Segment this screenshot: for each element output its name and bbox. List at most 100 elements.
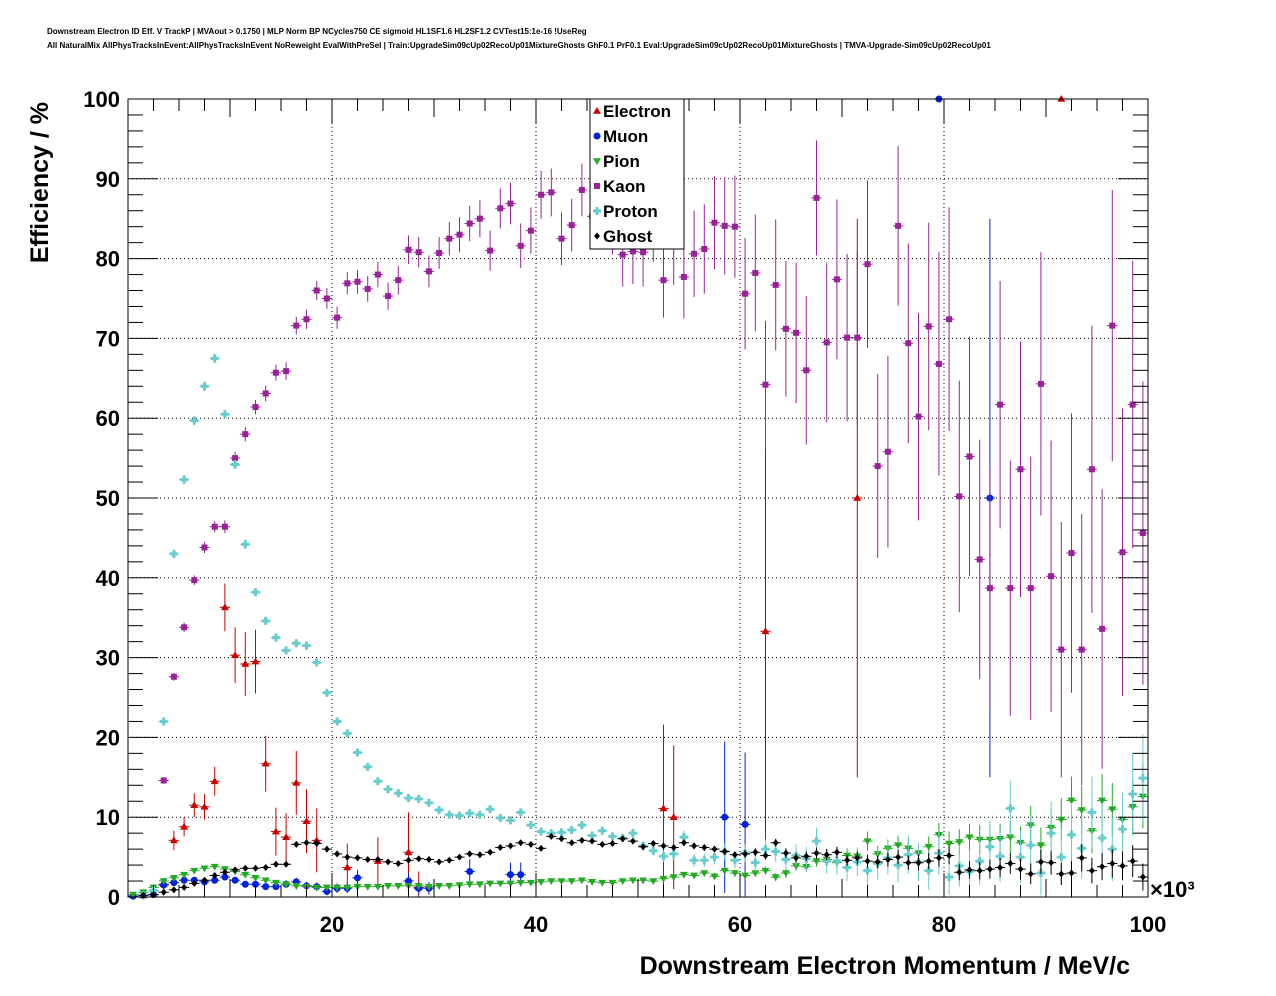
data-point — [230, 459, 241, 470]
data-point — [1035, 849, 1046, 874]
data-point-marker — [261, 616, 270, 625]
data-point-marker — [742, 850, 749, 858]
data-point-marker — [619, 251, 626, 258]
data-point-marker — [343, 863, 352, 871]
data-point-marker — [526, 879, 535, 887]
data-point-marker — [271, 827, 280, 835]
data-point — [1076, 844, 1087, 872]
data-point — [413, 883, 424, 890]
data-point — [515, 839, 526, 847]
data-point-marker — [414, 883, 423, 890]
data-point-marker — [894, 842, 903, 850]
data-point-marker — [272, 369, 279, 376]
data-point — [434, 858, 445, 866]
data-point-marker — [1048, 859, 1055, 867]
data-point-marker — [1007, 859, 1014, 867]
data-point — [230, 627, 241, 684]
data-point — [454, 217, 465, 253]
data-point-marker — [894, 861, 903, 870]
data-point-marker — [659, 875, 668, 883]
data-point — [882, 852, 893, 867]
data-point-marker — [384, 883, 393, 890]
legend-label: Proton — [603, 202, 658, 221]
data-point-marker — [619, 835, 626, 843]
data-point — [556, 828, 567, 837]
y-tick-label: 0 — [108, 885, 120, 910]
data-point — [760, 320, 771, 449]
data-point-marker — [424, 883, 433, 891]
data-point — [627, 877, 638, 885]
legend-entry-ghost: Ghost — [594, 227, 652, 246]
data-point — [250, 399, 261, 415]
legend-entry-electron: Electron — [593, 102, 671, 121]
data-point-marker — [1119, 549, 1126, 556]
data-point-marker — [538, 191, 545, 198]
data-point-marker — [445, 810, 454, 819]
data-point-marker — [363, 883, 372, 891]
data-point — [332, 850, 343, 858]
data-point-marker — [1037, 858, 1044, 866]
data-point — [536, 879, 547, 886]
data-point-marker — [169, 836, 178, 844]
data-point-marker — [751, 858, 760, 867]
data-point-marker — [1017, 865, 1024, 873]
data-point — [566, 878, 577, 886]
data-point — [933, 252, 944, 476]
data-point — [536, 827, 547, 836]
data-point-marker — [220, 410, 229, 419]
data-point-marker — [160, 777, 167, 784]
data-point — [291, 639, 302, 648]
data-point — [260, 735, 271, 792]
data-point-marker — [242, 864, 249, 872]
data-point-marker — [548, 189, 555, 196]
data-point — [230, 866, 241, 874]
data-point — [413, 794, 424, 803]
data-point-marker — [721, 848, 728, 856]
data-point — [525, 207, 536, 254]
data-point-marker — [1006, 804, 1015, 813]
data-point — [219, 409, 230, 419]
data-point-marker — [700, 856, 709, 865]
plot-header-line-1: Downstream Electron ID Eff. V TrackP | M… — [47, 27, 587, 36]
data-point — [240, 426, 251, 442]
data-point-marker — [863, 866, 872, 875]
data-point-marker — [618, 878, 627, 886]
data-point-marker — [1057, 95, 1066, 102]
data-point-marker — [200, 382, 209, 391]
data-point — [352, 854, 363, 862]
data-point — [434, 883, 445, 890]
data-point — [240, 632, 251, 696]
data-point — [372, 261, 383, 288]
data-point-marker — [282, 646, 291, 655]
data-point-marker — [853, 494, 862, 501]
data-point — [209, 876, 220, 884]
data-point-marker — [679, 833, 688, 842]
data-point — [740, 237, 751, 350]
data-point-marker — [373, 883, 382, 891]
data-point — [403, 794, 414, 803]
data-point — [495, 880, 506, 888]
data-point — [811, 847, 822, 859]
data-point-marker — [466, 867, 474, 875]
x-tick-label: 80 — [932, 912, 956, 937]
data-point-marker — [996, 852, 1005, 861]
data-point — [811, 140, 822, 256]
data-point — [168, 830, 179, 850]
data-point — [168, 549, 179, 558]
data-point-marker — [1098, 833, 1107, 842]
data-point-marker — [710, 853, 719, 862]
data-point — [352, 269, 363, 294]
data-point-marker — [771, 847, 780, 856]
data-point-marker — [1017, 466, 1024, 473]
data-point-marker — [568, 839, 575, 847]
data-point-marker — [629, 248, 636, 255]
data-point-marker — [711, 845, 718, 853]
data-point — [536, 170, 547, 219]
data-point-marker — [373, 777, 382, 786]
data-point-marker — [557, 828, 566, 837]
data-point-marker — [312, 884, 321, 892]
data-point-marker — [496, 880, 505, 888]
data-point-marker — [628, 829, 637, 838]
legend-label: Electron — [603, 102, 671, 121]
data-point — [1025, 863, 1036, 885]
